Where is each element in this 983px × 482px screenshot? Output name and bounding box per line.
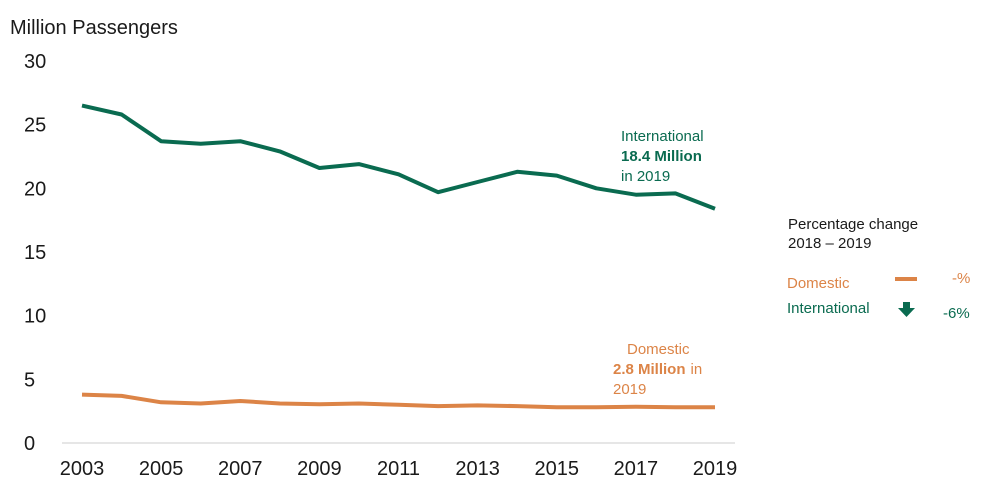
legend-international-label: International: [787, 300, 870, 317]
legend-title: Percentage change: [788, 216, 918, 233]
y-tick-label: 10: [24, 306, 46, 328]
domestic-annotation-value-line: 2.8 Million in: [613, 361, 702, 378]
x-tick-label: 2007: [218, 458, 263, 480]
y-tick-label: 5: [24, 369, 35, 391]
series-lines: [81, 103, 716, 410]
x-tick-label: 2003: [60, 458, 105, 480]
domestic-line: [81, 392, 715, 410]
x-tick-label: 2005: [139, 458, 184, 480]
y-tick-labels: 0 5 10 15 20 25 30: [24, 51, 46, 455]
international-annotation-title: International: [621, 128, 704, 145]
legend-international-change: -6%: [943, 305, 970, 322]
legend-subtitle: 2018 – 2019: [788, 235, 871, 252]
international-line: [81, 103, 716, 211]
x-tick-label: 2013: [455, 458, 500, 480]
x-tick-labels: 2003 2005 2007 2009 2011 2013 2015 2017 2019: [60, 458, 738, 480]
international-annotation-value: 18.4 Million: [621, 148, 702, 165]
legend-domestic-change: -%: [952, 270, 970, 287]
international-annotation-year: in 2019: [621, 168, 670, 185]
domestic-annotation-year: 2019: [613, 381, 646, 398]
y-tick-label: 0: [24, 433, 35, 455]
y-tick-label: 20: [24, 178, 46, 200]
legend: Percentage change 2018 – 2019 Domestic -…: [787, 216, 970, 322]
y-tick-label: 15: [24, 242, 46, 264]
x-tick-label: 2009: [297, 458, 342, 480]
x-tick-label: 2019: [693, 458, 738, 480]
y-tick-label: 25: [24, 115, 46, 137]
domestic-annotation-value: 2.8 Million: [613, 361, 686, 378]
dash-icon: [895, 277, 917, 281]
legend-domestic-label: Domestic: [787, 275, 850, 292]
x-tick-label: 2015: [535, 458, 580, 480]
domestic-annotation-title: Domestic: [627, 341, 690, 358]
y-tick-label: 30: [24, 51, 46, 73]
down-arrow-icon: [898, 302, 915, 317]
y-axis-label: Million Passengers: [10, 17, 178, 39]
x-tick-label: 2017: [614, 458, 659, 480]
international-annotation: International 18.4 Million in 2019: [621, 128, 704, 185]
x-tick-label: 2011: [377, 458, 420, 480]
domestic-annotation-in: in: [691, 361, 703, 378]
domestic-annotation: Domestic 2.8 Million in 2019: [613, 341, 702, 398]
